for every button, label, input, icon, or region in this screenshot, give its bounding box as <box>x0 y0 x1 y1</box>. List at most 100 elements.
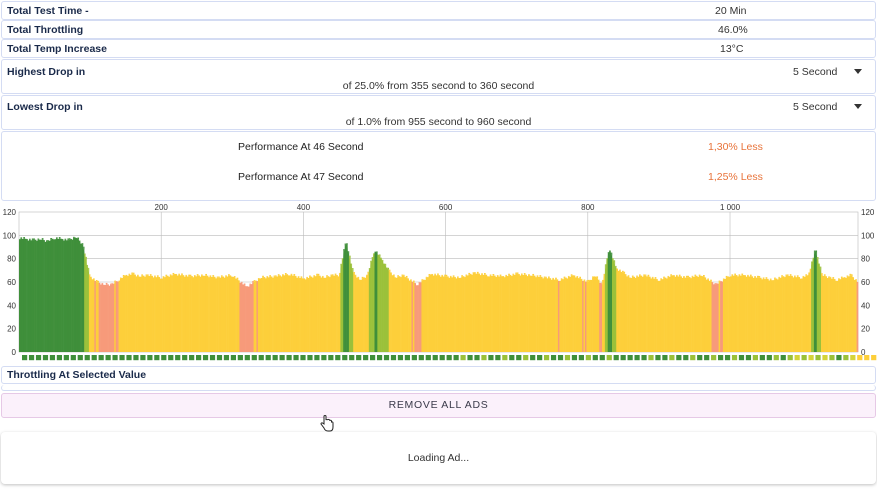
indicator-square <box>42 355 49 361</box>
area-strip <box>425 276 428 352</box>
area-strip <box>694 274 697 352</box>
area-strip <box>279 275 281 352</box>
indicator-square <box>328 355 334 361</box>
y-tick-label-left: 120 <box>3 208 17 217</box>
area-strip <box>498 276 500 352</box>
area-strip <box>282 274 284 352</box>
area-strip <box>390 272 392 352</box>
indicator-square <box>335 355 341 361</box>
indicator-square <box>822 355 828 361</box>
area-strip <box>492 274 495 352</box>
indicator-square <box>286 355 292 361</box>
lowest-drop-row: Lowest Drop in 5 Second of 1.0% from 955… <box>1 95 876 130</box>
area-strip <box>782 276 785 352</box>
area-strip <box>714 283 717 352</box>
remove-all-ads-button[interactable]: REMOVE ALL ADS <box>1 393 876 418</box>
indicator-square <box>147 355 153 361</box>
area-strip <box>711 282 714 352</box>
area-strip <box>506 276 509 352</box>
area-strip <box>320 277 323 352</box>
area-strip <box>522 275 525 352</box>
indicator-square <box>293 355 299 361</box>
throttling-chart[interactable]: 200 400 600 800 1 000 0 0 20 20 40 40 60 60 80 80 100 10… <box>0 202 877 367</box>
chevron-down-icon[interactable] <box>854 69 862 74</box>
indicator-square <box>439 355 445 361</box>
area-strip <box>474 272 476 352</box>
area-strip <box>698 274 701 352</box>
area-strip <box>653 278 655 352</box>
indicator-square <box>300 355 306 361</box>
area-strip <box>417 285 419 352</box>
area-strip <box>299 278 301 352</box>
area-strip <box>410 279 412 352</box>
area-strip <box>324 277 327 352</box>
area-strip <box>830 278 833 352</box>
area-strip <box>636 275 638 352</box>
area-strip <box>158 276 161 352</box>
area-strip <box>71 239 74 352</box>
indicator-square <box>766 355 772 361</box>
area-strip <box>630 277 633 352</box>
area-strip <box>420 282 422 352</box>
area-strip <box>744 275 746 352</box>
indicator-square <box>321 355 327 361</box>
area-strip <box>444 274 446 352</box>
area-strip <box>162 276 165 352</box>
indicator-square <box>168 355 174 361</box>
area-strip <box>424 279 427 352</box>
area-strip <box>397 275 399 352</box>
area-strip <box>542 278 545 352</box>
area-strip <box>277 274 280 352</box>
area-strip <box>165 274 168 352</box>
area-strip <box>721 281 724 352</box>
area-strip <box>341 258 344 352</box>
indicator-square <box>28 355 35 361</box>
area-strip <box>412 280 415 352</box>
temp-increase-value: 13°C <box>720 43 744 55</box>
area-strip <box>616 268 618 352</box>
indicator-square <box>404 355 410 361</box>
area-strip <box>400 277 402 352</box>
indicator-square <box>634 355 640 361</box>
area-strip <box>687 275 690 352</box>
area-strip <box>464 277 466 352</box>
indicator-square <box>731 355 738 361</box>
area-strip <box>138 276 141 352</box>
area-strip <box>272 277 274 352</box>
area-strip <box>695 275 698 352</box>
indicator-square <box>745 355 752 361</box>
area-strip <box>340 263 343 352</box>
area-strip <box>720 281 722 352</box>
area-strip <box>259 278 262 352</box>
area-strip <box>794 275 796 352</box>
area-strip <box>567 275 570 352</box>
area-strip <box>806 275 809 352</box>
indicator-square <box>836 355 842 361</box>
area-strip <box>442 276 445 352</box>
area-strip <box>245 286 247 352</box>
performance-panel: Performance At 46 Second 1,30% Less Perf… <box>1 131 876 201</box>
area-strip <box>634 277 637 352</box>
area-strip <box>539 275 542 352</box>
area-strip <box>502 276 505 352</box>
area-strip <box>370 260 372 352</box>
area-strip <box>538 276 540 352</box>
area-strip <box>330 274 333 352</box>
area-strip <box>23 237 25 352</box>
indicator-square <box>488 355 494 361</box>
highest-drop-row: Highest Drop in 5 Second of 25.0% from 3… <box>1 59 876 94</box>
area-strip <box>303 278 306 352</box>
area-strip <box>395 277 398 352</box>
area-strip <box>529 275 532 352</box>
chevron-down-icon[interactable] <box>854 104 862 109</box>
indicator-square <box>871 355 877 361</box>
area-strip <box>229 275 232 352</box>
area-strip <box>28 238 31 352</box>
performance-label-2: Performance At 47 Second <box>238 171 364 183</box>
area-strip <box>276 276 279 352</box>
area-strip <box>230 276 233 352</box>
area-strip <box>850 274 853 352</box>
area-strip <box>755 277 758 352</box>
area-strip <box>825 276 828 352</box>
area-strip <box>46 240 48 352</box>
